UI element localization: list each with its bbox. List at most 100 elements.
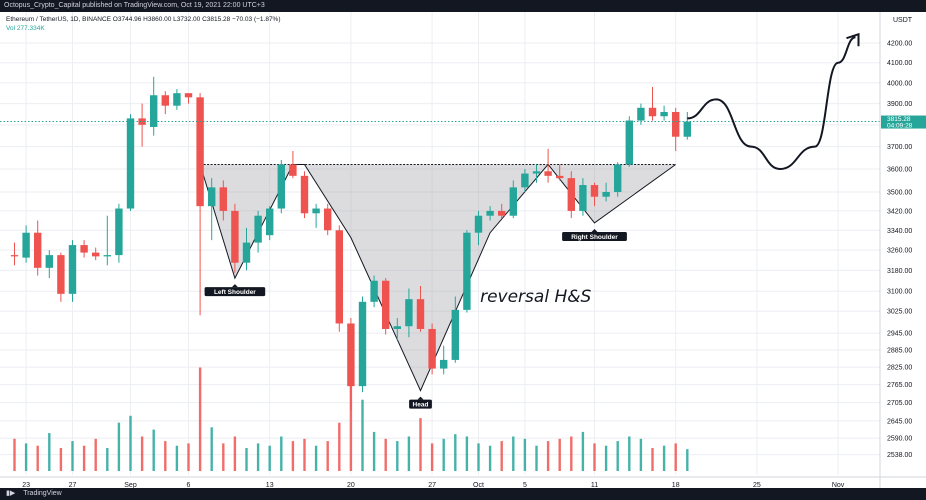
volume-bar (523, 438, 527, 471)
volume-bar (303, 438, 306, 471)
volume-bar (59, 448, 63, 471)
price-tick-label: 2645.00 (887, 418, 912, 425)
candle-body (10, 255, 19, 257)
pattern-label: Head (413, 402, 429, 409)
projection-curve (687, 36, 856, 171)
price-tick-label: 2885.00 (887, 347, 912, 354)
candle-body (590, 185, 599, 197)
head-shoulders-area (200, 164, 676, 391)
candle-body (416, 299, 425, 329)
candle-body (498, 210, 506, 216)
volume-bar (651, 448, 654, 471)
candle-body (184, 93, 193, 98)
candle-body (22, 232, 30, 258)
price-countdown: 04:09:28 (887, 123, 913, 130)
time-tick-label: 11 (591, 482, 598, 488)
volume-bar (94, 438, 97, 471)
chart-area[interactable]: Left Shoulder Head Right Shoulder reversal … (0, 12, 926, 488)
label-pointer (417, 396, 424, 400)
candle-body (393, 326, 401, 329)
volume-bar (48, 433, 51, 471)
volume-bar (361, 399, 364, 471)
candle-body (34, 232, 42, 268)
candle-body (567, 178, 575, 211)
volume-bar (604, 445, 608, 471)
candle-body (637, 107, 645, 121)
candle-body (335, 230, 343, 324)
candle-body (451, 309, 459, 360)
time-tick-label: 13 (266, 482, 274, 488)
candle-body (277, 164, 285, 209)
candle-body (219, 187, 227, 211)
candle-body (266, 208, 274, 236)
candle-body (532, 171, 541, 174)
candle-body (672, 112, 680, 137)
time-tick-label: 27 (69, 482, 77, 488)
price-tick-label: 3500.00 (887, 190, 912, 197)
volume-bar (106, 448, 109, 471)
candle-body (440, 359, 448, 369)
volume-bar (488, 445, 492, 471)
candle-body (312, 208, 320, 214)
price-tick-label: 3260.00 (887, 248, 912, 255)
volume-bar (291, 441, 295, 471)
price-scale-unit: USDT (893, 17, 913, 24)
volume-bar (430, 443, 434, 471)
time-tick-label: 18 (672, 482, 680, 488)
volume-bar (500, 441, 503, 471)
volume-bar (349, 376, 353, 471)
candle-body (463, 232, 471, 310)
volume-bar (314, 445, 318, 471)
volume-bar (686, 449, 689, 471)
volume-bar (546, 441, 550, 471)
volume-bar (71, 441, 74, 471)
candle-body (161, 95, 169, 106)
publish-line: Octopus_Crypto_Capital published on Trad… (4, 2, 265, 9)
price-tick-label: 3340.00 (887, 228, 912, 235)
volume-bar (593, 443, 596, 471)
volume-bar (36, 445, 39, 471)
candle-body (370, 280, 378, 302)
candle-body (231, 210, 239, 263)
time-tick-label: 23 (22, 482, 30, 488)
volume-bar (407, 436, 411, 471)
candle-body (208, 187, 216, 207)
candle-body (556, 175, 564, 179)
price-tick-label: 3100.00 (887, 289, 912, 296)
candle-body (602, 192, 610, 197)
candle-body (150, 95, 158, 127)
label-box (409, 399, 432, 409)
symbol-line: Ethereum / TetherUS, 1D, BINANCE O3744.9… (6, 16, 281, 23)
brand-label: TradingView (23, 490, 62, 497)
candle-body (382, 280, 390, 329)
chart-legend: Ethereum / TetherUS, 1D, BINANCE O3744.9… (6, 15, 281, 33)
candle-body (579, 185, 587, 211)
candle-body (405, 299, 413, 327)
label-pointer (591, 228, 598, 232)
time-tick-label: 27 (428, 482, 436, 488)
price-tick-label: 3900.00 (887, 101, 912, 108)
candle-body (173, 93, 181, 106)
candle-body (347, 323, 355, 387)
volume-bar (13, 438, 16, 471)
volume-bar (152, 429, 155, 471)
volume-bar (558, 438, 561, 471)
time-tick-label: Oct (473, 482, 484, 488)
candle-body (80, 245, 88, 253)
candle-body (57, 255, 65, 294)
volume-bar (639, 438, 643, 471)
candle-body (648, 107, 657, 117)
candle-body (103, 255, 111, 257)
last-price-tag (881, 115, 926, 129)
candle-body (324, 208, 332, 231)
time-tick-label: 6 (187, 482, 191, 488)
volume-bar (326, 441, 329, 471)
projection-arrow-icon (846, 32, 860, 47)
volume-bar (616, 441, 619, 471)
volume-bar (628, 436, 631, 471)
price-chart[interactable]: Left Shoulder Head Right Shoulder reversal … (0, 12, 926, 488)
candle-body (509, 187, 517, 216)
candle-body (300, 175, 309, 214)
volume-bar (268, 445, 271, 471)
volume-bar (477, 443, 480, 471)
